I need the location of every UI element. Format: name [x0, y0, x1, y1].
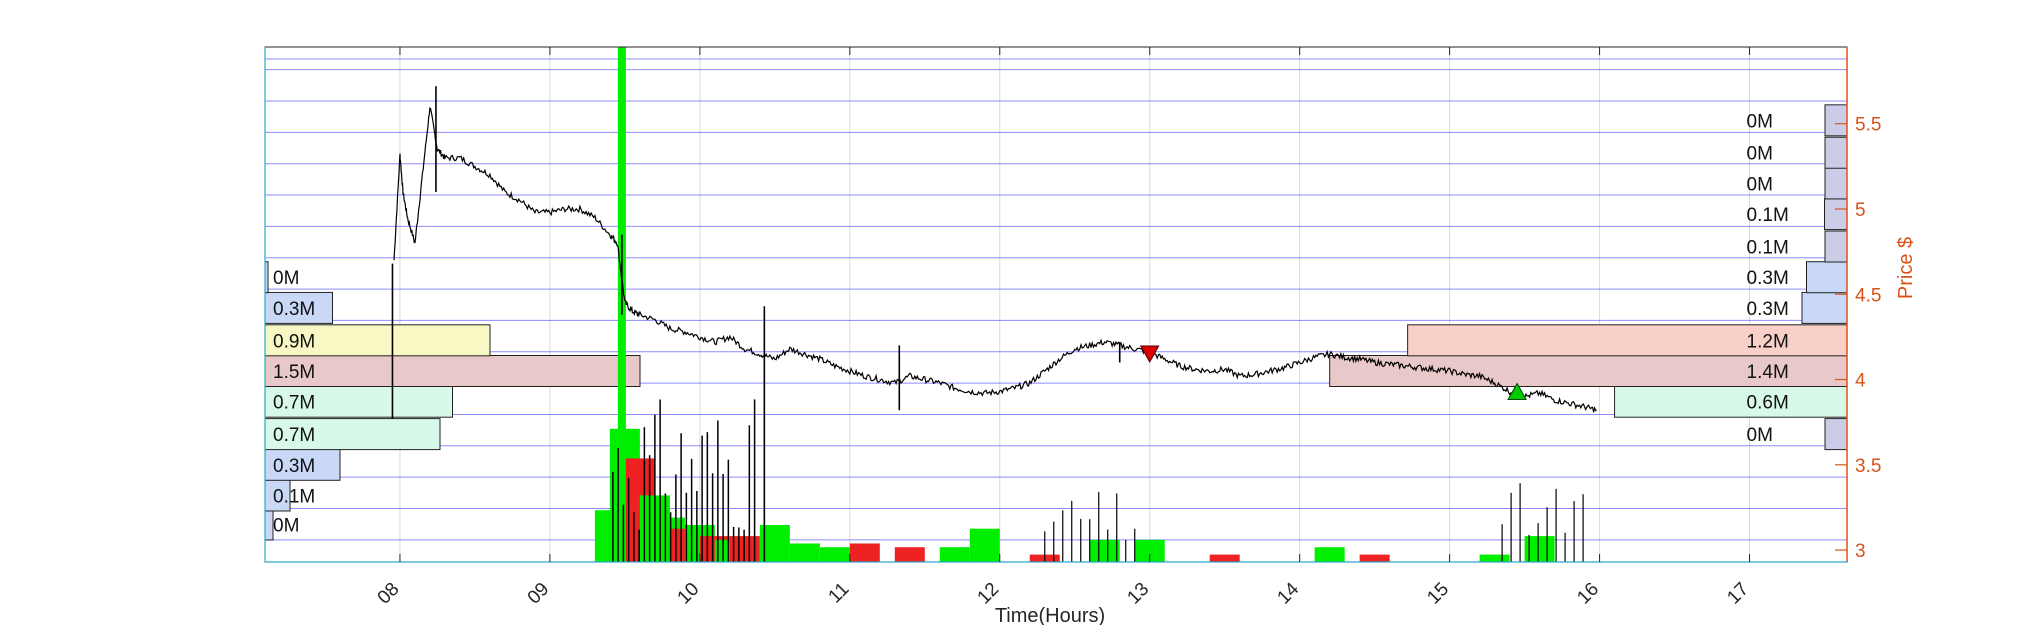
buy-marker — [1507, 382, 1527, 400]
left-profile-label: 0.9M — [273, 331, 315, 352]
y-tick-label: 3 — [1855, 541, 1866, 562]
x-tick-label: 10 — [674, 579, 704, 609]
right-profile-bar — [1824, 418, 1848, 451]
x-tick-label: 09 — [524, 579, 554, 609]
right-profile-label: 0.6M — [1747, 393, 1789, 414]
volume-bar — [1314, 547, 1345, 562]
x-tick-label: 14 — [1273, 578, 1303, 608]
right-profile-bar — [1824, 230, 1848, 263]
left-profile-label: 0.7M — [273, 425, 315, 446]
left-profile-label: 0.1M — [273, 486, 315, 507]
right-profile-label: 0M — [1747, 425, 1773, 446]
right-profile-bar — [1824, 198, 1848, 231]
x-tick-label: 16 — [1573, 579, 1603, 609]
left-profile-bar — [264, 508, 274, 541]
volume-bar — [819, 547, 850, 562]
left-profile-bar — [264, 385, 453, 418]
right-profile-bar — [1824, 167, 1848, 200]
right-volume-profile: 0M 0.6M 1.4M 1.2M 0.3M 0.3M 0.1M 0.1M 0M 0M 0M — [1329, 104, 1848, 451]
y-tick-label: 4 — [1855, 371, 1866, 392]
x-axis-label: Time(Hours) — [995, 605, 1105, 625]
volume-bar — [1209, 554, 1240, 562]
volume-bar — [849, 543, 880, 562]
x-tick-label: 13 — [1123, 579, 1153, 609]
x-tick-label: 15 — [1423, 579, 1453, 609]
volume-bar — [939, 547, 970, 562]
y-axis-label: Price $ — [1895, 237, 1917, 299]
left-profile-label: 0M — [273, 268, 299, 289]
y-tick-label: 5.5 — [1855, 115, 1881, 136]
trade-markers — [1139, 345, 1527, 400]
x-tick-label: 17 — [1723, 579, 1753, 609]
volume-bar — [1359, 554, 1390, 562]
right-profile-label: 0.1M — [1747, 238, 1789, 259]
right-profile-label: 0.1M — [1747, 205, 1789, 226]
right-profile-label: 0.3M — [1747, 299, 1789, 320]
right-profile-label: 0M — [1747, 144, 1773, 165]
left-profile-bar — [264, 448, 341, 481]
sell-marker — [1139, 345, 1160, 363]
left-profile-label: 0M — [273, 515, 299, 536]
x-tick-label: 12 — [974, 579, 1004, 609]
left-profile-label: 0.3M — [273, 456, 315, 477]
right-profile-label: 1.2M — [1747, 331, 1789, 352]
volume-bar — [1089, 539, 1120, 562]
volume-bar — [969, 528, 1000, 562]
right-profile-label: 0M — [1747, 174, 1773, 195]
price-line — [393, 107, 1597, 413]
plot-frame — [264, 46, 1848, 563]
right-profile-label: 0.3M — [1747, 268, 1789, 289]
x-tick-label: 11 — [825, 579, 854, 608]
left-profile-bar — [264, 355, 641, 388]
volume-bar — [1134, 539, 1165, 562]
left-profile-label: 0.7M — [273, 393, 315, 414]
left-profile-label: 0.3M — [273, 299, 315, 320]
volume-bars — [594, 47, 1555, 562]
volume-bar — [1479, 554, 1510, 562]
right-profile-label: 0M — [1747, 111, 1773, 132]
y-tick-label: 5 — [1855, 200, 1866, 221]
left-profile-bar — [264, 291, 333, 324]
volume-bar — [789, 543, 820, 562]
right-profile-label: 1.4M — [1747, 362, 1789, 383]
x-tick-label: 08 — [374, 579, 404, 609]
right-profile-bar — [1801, 291, 1848, 324]
right-profile-bar — [1407, 324, 1848, 357]
left-profile-label: 1.5M — [273, 362, 315, 383]
volume-bar — [894, 547, 925, 562]
right-profile-bar — [1824, 104, 1848, 137]
left-volume-profile: 0M 0.1M 0.3M 0.7M 0.7M 1.5M 0.9M 0.3M 0M — [264, 261, 641, 541]
right-profile-bar — [1824, 136, 1848, 169]
right-profile-bar — [1806, 261, 1848, 294]
gridlines — [265, 47, 1847, 562]
y-tick-label: 4.5 — [1855, 285, 1881, 306]
right-profile-bar — [1614, 385, 1848, 418]
left-profile-bar — [264, 324, 491, 357]
y-tick-label: 3.5 — [1855, 456, 1881, 477]
price-trace — [391, 86, 1597, 562]
